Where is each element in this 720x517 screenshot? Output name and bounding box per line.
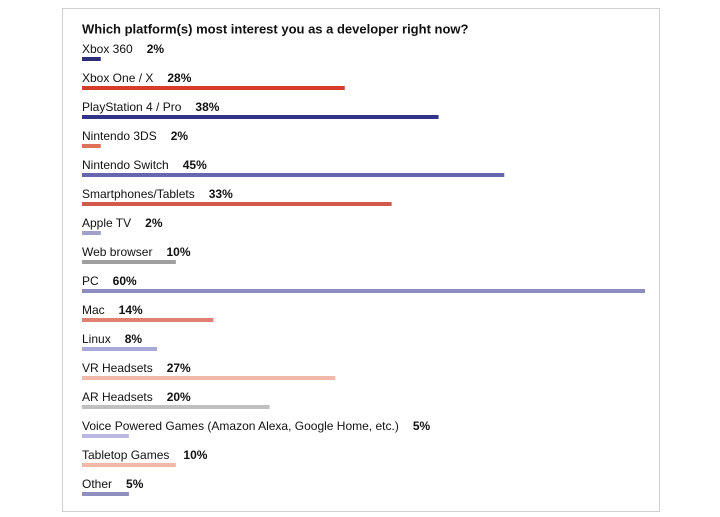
category-label: Voice Powered Games (Amazon Alexa, Googl… [82, 419, 399, 433]
bar [82, 347, 158, 351]
value-label: 28% [167, 71, 191, 85]
value-label: 8% [125, 332, 143, 346]
value-label: 60% [113, 274, 137, 288]
category-label: Tabletop Games [82, 448, 169, 462]
category-label: Xbox 360 [82, 42, 133, 56]
category-label: Web browser [82, 245, 152, 259]
chart-title: Which platform(s) most interest you as a… [82, 21, 468, 36]
category-label: PlayStation 4 / Pro [82, 100, 182, 114]
bar [82, 318, 214, 322]
bar [82, 173, 505, 177]
bar [82, 202, 392, 206]
value-label: 38% [195, 100, 219, 114]
value-label: 20% [167, 390, 191, 404]
bar [82, 434, 129, 438]
value-label: 2% [171, 129, 189, 143]
category-label: Smartphones/Tablets [82, 187, 195, 201]
category-label: Xbox One / X [82, 71, 153, 85]
bar [82, 144, 101, 148]
bar [82, 57, 101, 61]
category-label: AR Headsets [82, 390, 153, 404]
category-label: Mac [82, 303, 105, 317]
category-label: Linux [82, 332, 111, 346]
bar [82, 376, 336, 380]
bar [82, 405, 270, 409]
value-label: 10% [166, 245, 190, 259]
category-label: Other [82, 477, 112, 491]
category-label: Nintendo 3DS [82, 129, 157, 143]
bar [82, 86, 345, 90]
bar [82, 260, 176, 264]
value-label: 10% [183, 448, 207, 462]
value-label: 27% [167, 361, 191, 375]
value-label: 2% [145, 216, 163, 230]
value-label: 14% [119, 303, 143, 317]
value-label: 2% [147, 42, 165, 56]
category-label: PC [82, 274, 99, 288]
bar [82, 289, 645, 293]
bar [82, 463, 176, 467]
bar [82, 231, 101, 235]
value-label: 33% [209, 187, 233, 201]
value-label: 5% [413, 419, 431, 433]
bar [82, 115, 439, 119]
bar [82, 492, 129, 496]
category-label: Nintendo Switch [82, 158, 169, 172]
category-label: VR Headsets [82, 361, 153, 375]
value-label: 5% [126, 477, 144, 491]
value-label: 45% [183, 158, 207, 172]
category-label: Apple TV [82, 216, 131, 230]
